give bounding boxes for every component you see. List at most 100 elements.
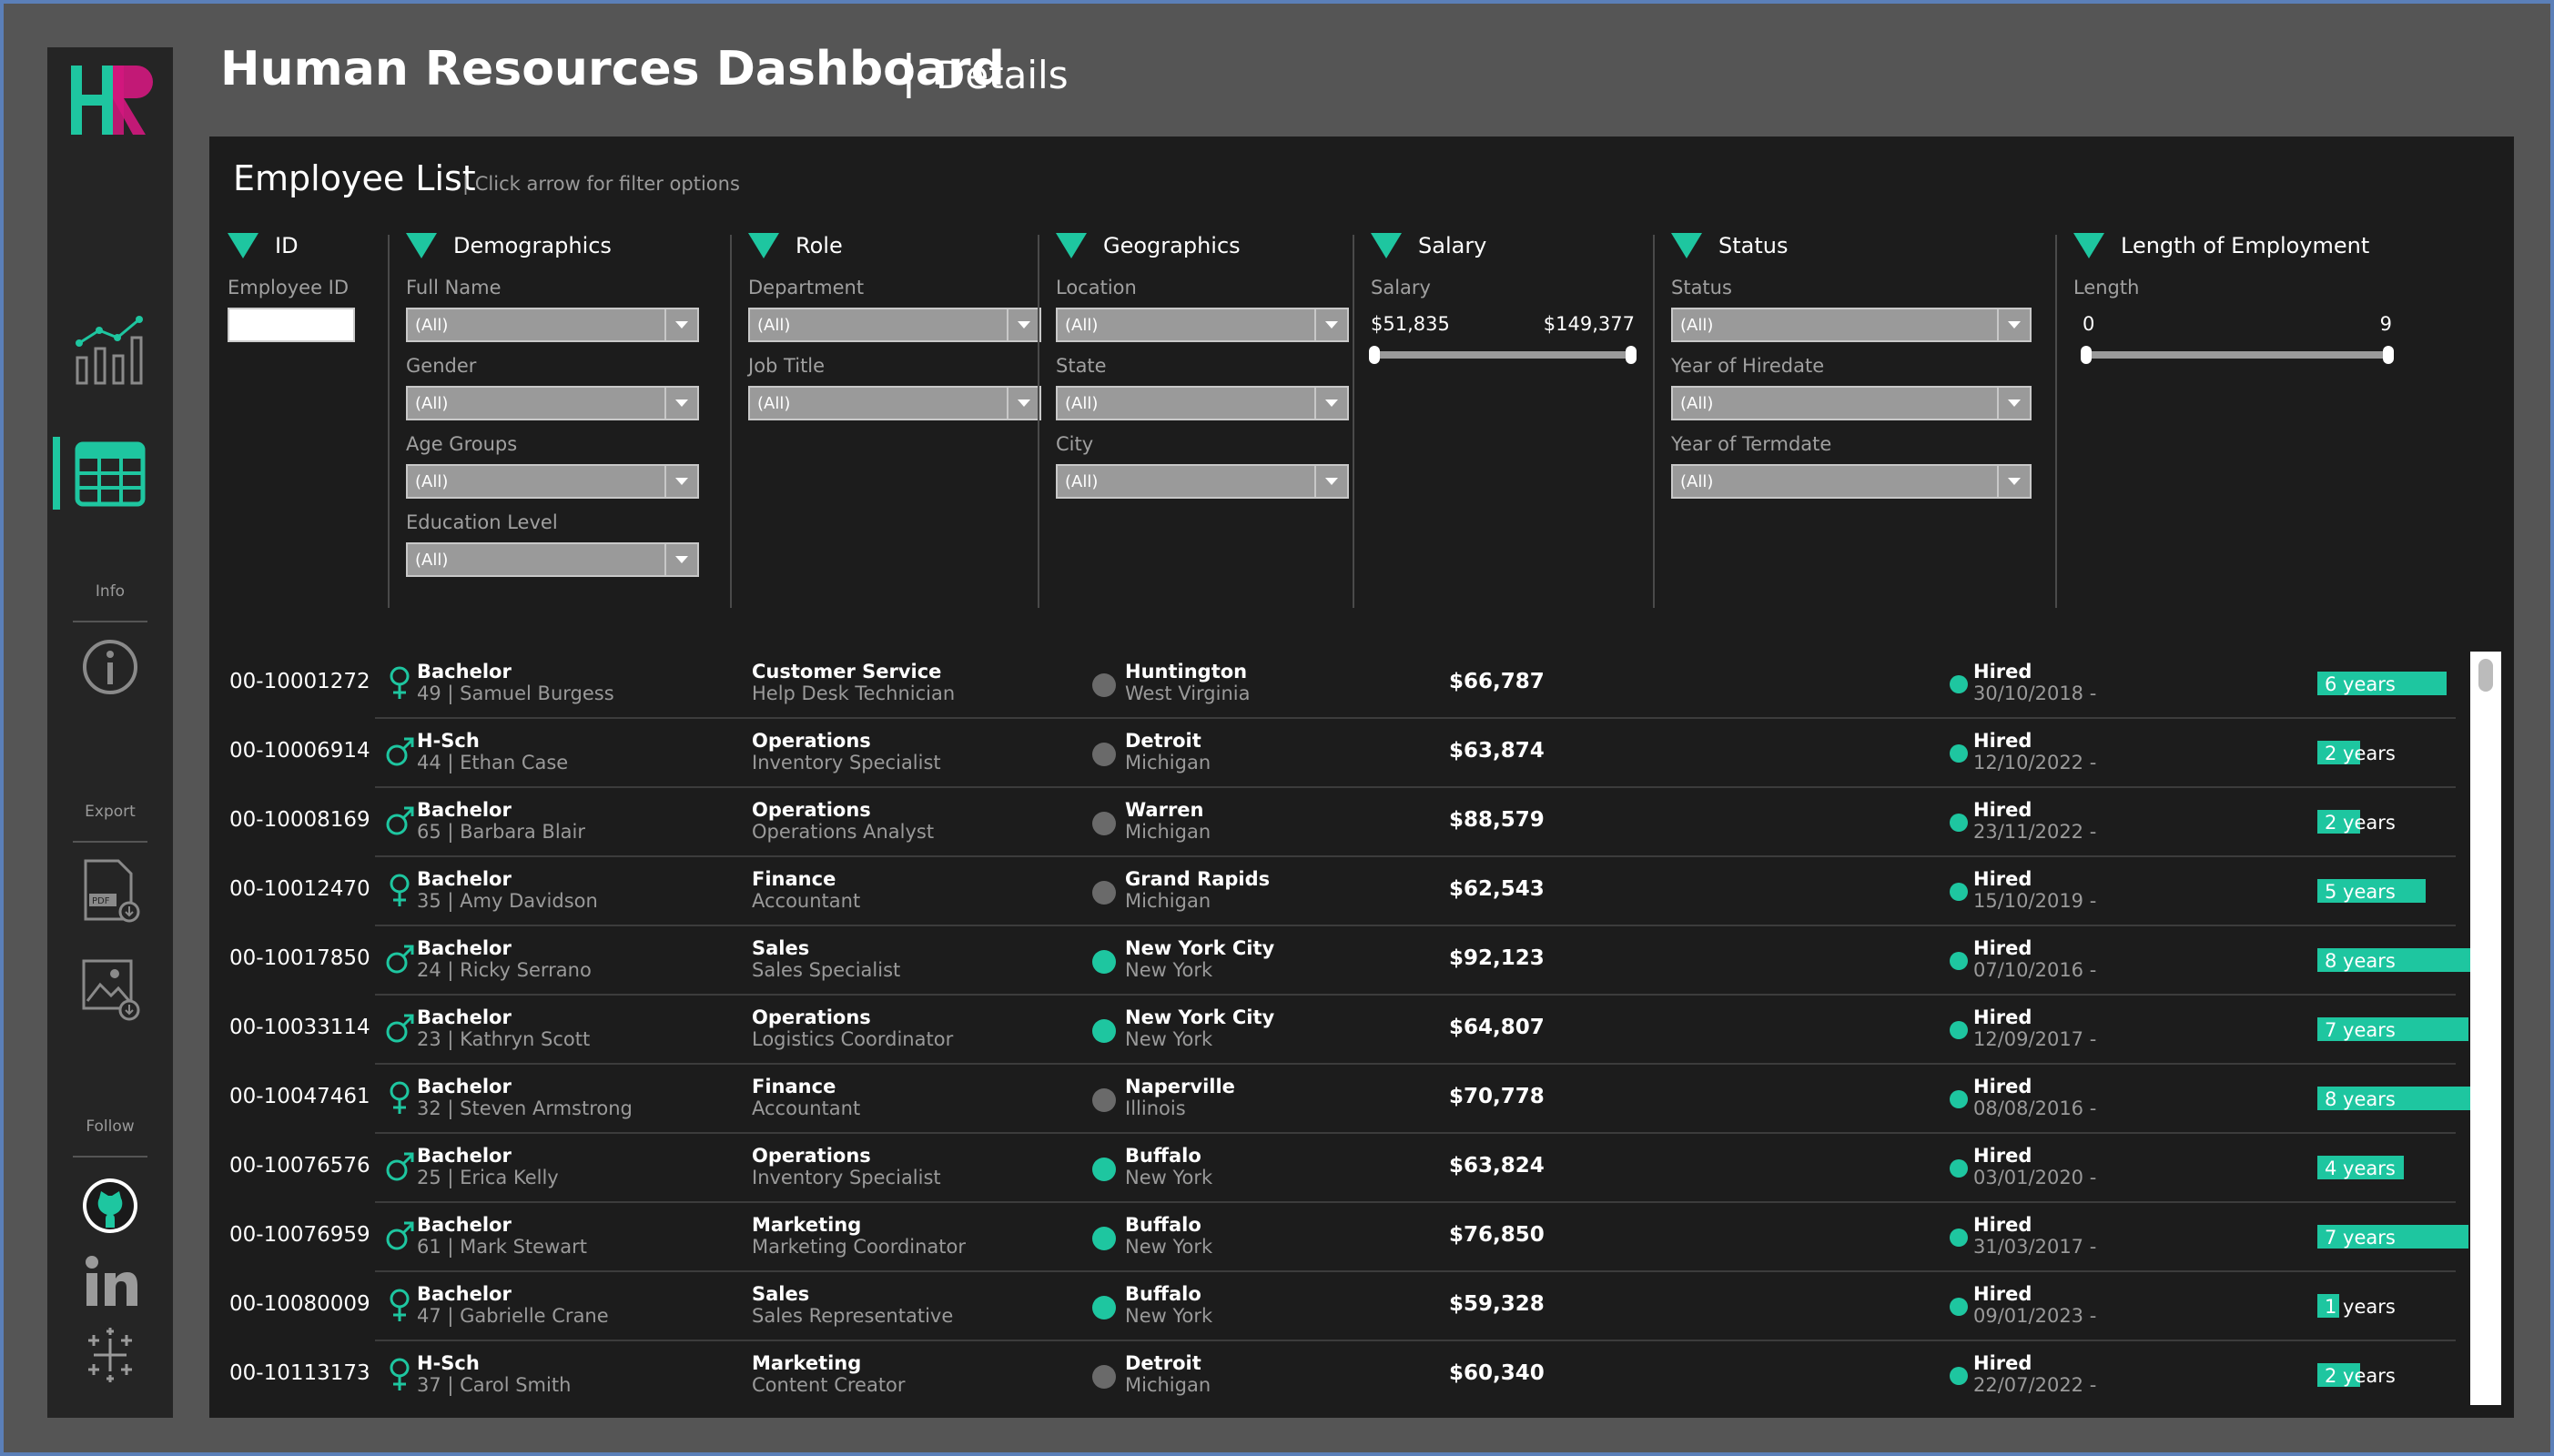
chevron-down-icon[interactable]: [1314, 466, 1347, 497]
id-filter-title: ID: [275, 233, 299, 258]
table-row[interactable]: 00-10008169 Bachelor 65 | Barbara Blair Ope…: [229, 788, 2456, 857]
table-row[interactable]: 00-10076576 Bachelor 25 | Erica Kelly Opera…: [229, 1134, 2456, 1203]
table-row[interactable]: 00-10080009 Bachelor 47 | Gabrielle Crane S…: [229, 1272, 2456, 1341]
female-icon: [384, 1079, 415, 1116]
salary-max-handle[interactable]: [1626, 346, 1637, 364]
tableau-icon[interactable]: [69, 1314, 151, 1396]
demographics-filter-header[interactable]: Demographics: [406, 228, 699, 264]
demographics-cell: Bachelor 47 | Gabrielle Crane: [417, 1283, 609, 1327]
table-row[interactable]: 00-10001272 Bachelor 49 | Samuel Burgess Cu…: [229, 650, 2456, 719]
location-dot-icon: [1092, 743, 1116, 766]
full-name-label: Full Name: [406, 277, 502, 298]
filter-toggle-icon[interactable]: [228, 233, 258, 258]
length-max-handle[interactable]: [2383, 346, 2394, 364]
chevron-down-icon[interactable]: [1997, 388, 2030, 419]
state: New York: [1125, 959, 1213, 981]
vertical-scrollbar[interactable]: [2470, 652, 2501, 1405]
length-bar: [2317, 1017, 2468, 1041]
age-and-name: 25 | Erica Kelly: [417, 1167, 559, 1188]
location-dot-icon: [1092, 1365, 1116, 1389]
geographics-filter-header[interactable]: Geographics: [1056, 228, 1349, 264]
job-title-select[interactable]: (All): [748, 386, 1041, 420]
demographics-filter-title: Demographics: [453, 233, 612, 258]
info-icon[interactable]: [69, 626, 151, 708]
overview-chart-icon[interactable]: [69, 308, 151, 389]
table-row[interactable]: 00-10017850 Bachelor 24 | Ricky Serrano Sal…: [229, 926, 2490, 996]
filter-toggle-icon[interactable]: [748, 233, 779, 258]
length-bar: [2317, 741, 2360, 764]
chevron-down-icon[interactable]: [664, 544, 697, 575]
id-filter: ID Employee ID: [228, 228, 355, 342]
filter-toggle-icon[interactable]: [1671, 233, 1702, 258]
state-select[interactable]: (All): [1056, 386, 1349, 420]
chevron-down-icon[interactable]: [664, 309, 697, 340]
chevron-down-icon[interactable]: [1997, 309, 2030, 340]
filter-toggle-icon[interactable]: [1371, 233, 1402, 258]
length-range-slider[interactable]: 0 9: [2073, 313, 2401, 364]
filter-toggle-icon[interactable]: [2073, 233, 2104, 258]
table-row[interactable]: 00-10012470 Bachelor 35 | Amy Davidson Fina…: [229, 857, 2456, 926]
chevron-down-icon[interactable]: [1007, 388, 1039, 419]
pdf-export-icon[interactable]: PDF: [69, 850, 151, 932]
job-title: Inventory Specialist: [752, 1167, 941, 1188]
github-icon[interactable]: [69, 1165, 151, 1247]
employee-table: 00-10001272 Bachelor 49 | Samuel Burgess Cu…: [209, 650, 2490, 1410]
salary-filter-header[interactable]: Salary: [1371, 228, 1635, 264]
hr-logo[interactable]: [60, 53, 160, 144]
filter-toggle-icon[interactable]: [406, 233, 437, 258]
status-cell: Hired 31/03/2017 -: [1973, 1214, 2096, 1258]
table-row[interactable]: 00-10047461 Bachelor 32 | Steven Armstrong…: [229, 1065, 2490, 1134]
length-filter-header[interactable]: Length of Employment: [2073, 228, 2401, 264]
job-title-label: Job Title: [748, 355, 826, 377]
status-dot-icon: [1950, 883, 1968, 901]
city: Huntington: [1125, 661, 1248, 682]
status-dot-icon: [1950, 814, 1968, 832]
education-select[interactable]: (All): [406, 542, 699, 577]
salary: $92,123: [1449, 946, 1545, 970]
scrollbar-thumb[interactable]: [2478, 659, 2493, 692]
education-level: Bachelor: [417, 1283, 512, 1305]
length-track[interactable]: [2081, 346, 2394, 364]
length-min-handle[interactable]: [2081, 346, 2092, 364]
hire-year-select[interactable]: (All): [1671, 386, 2032, 420]
table-row[interactable]: 00-10033114 Bachelor 23 | Kathryn Scott Ope…: [229, 996, 2468, 1065]
details-table-icon[interactable]: [69, 433, 151, 515]
table-row[interactable]: 00-10076959 Bachelor 61 | Mark Stewart Mark…: [229, 1203, 2468, 1272]
city: Buffalo: [1125, 1283, 1201, 1305]
salary-range-slider[interactable]: $51,835 $149,377: [1369, 313, 1637, 364]
status-cell: Hired 08/08/2016 -: [1973, 1076, 2096, 1119]
chevron-down-icon[interactable]: [1997, 466, 2030, 497]
role-filter-header[interactable]: Role: [748, 228, 1041, 264]
education-level: Bachelor: [417, 799, 512, 821]
location-select[interactable]: (All): [1056, 308, 1349, 342]
table-row[interactable]: 00-10113173 H-Sch 37 | Carol Smith Marketin…: [229, 1341, 2456, 1410]
chevron-down-icon[interactable]: [1314, 388, 1347, 419]
salary-min-handle[interactable]: [1369, 346, 1380, 364]
id-filter-header[interactable]: ID: [228, 228, 355, 264]
status-dot-icon: [1950, 675, 1968, 693]
chevron-down-icon[interactable]: [1007, 309, 1039, 340]
linkedin-icon[interactable]: [69, 1241, 151, 1323]
table-row[interactable]: 00-10006914 H-Sch 44 | Ethan Case Operation…: [229, 719, 2456, 788]
employee-id-input[interactable]: [228, 308, 355, 342]
salary-track[interactable]: [1369, 346, 1637, 364]
gender-select[interactable]: (All): [406, 386, 699, 420]
status-filter-header[interactable]: Status: [1671, 228, 2032, 264]
image-export-icon[interactable]: [69, 948, 151, 1030]
chevron-down-icon[interactable]: [1314, 309, 1347, 340]
filter-toggle-icon[interactable]: [1056, 233, 1087, 258]
department: Marketing: [752, 1352, 862, 1374]
age-groups-select[interactable]: (All): [406, 464, 699, 499]
location-cell: New York City New York: [1125, 937, 1274, 981]
demographics-cell: Bachelor 24 | Ricky Serrano: [417, 937, 592, 981]
location-dot-icon: [1092, 1296, 1116, 1320]
term-year-select[interactable]: (All): [1671, 464, 2032, 499]
demographics-cell: Bachelor 49 | Samuel Burgess: [417, 661, 614, 704]
salary: $66,787: [1449, 670, 1545, 693]
status-select[interactable]: (All): [1671, 308, 2032, 342]
chevron-down-icon[interactable]: [664, 388, 697, 419]
department-select[interactable]: (All): [748, 308, 1041, 342]
chevron-down-icon[interactable]: [664, 466, 697, 497]
full-name-select[interactable]: (All): [406, 308, 699, 342]
city-select[interactable]: (All): [1056, 464, 1349, 499]
